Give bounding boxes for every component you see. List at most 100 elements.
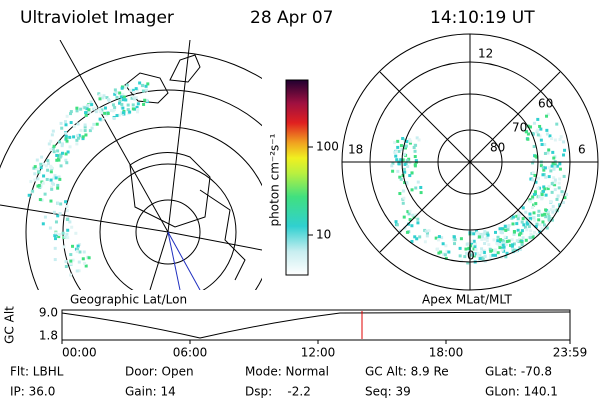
aurora-pixel <box>539 138 543 142</box>
aurora-pixel <box>545 132 549 136</box>
aurora-pixel <box>65 232 69 236</box>
aurora-pixel <box>107 99 111 103</box>
aurora-pixel <box>531 161 535 165</box>
aurora-pixel <box>444 256 448 260</box>
aurora-pixel <box>558 167 562 171</box>
aurora-pixel <box>410 188 414 192</box>
aurora-pixel <box>483 241 487 245</box>
aurora-pixel <box>119 95 123 99</box>
aurora-pixel <box>544 208 548 212</box>
aurora-pixel <box>394 154 398 158</box>
aurora-pixel <box>535 222 539 226</box>
aurora-pixel <box>46 168 50 172</box>
aurora-pixel <box>470 239 474 243</box>
aurora-pixel <box>547 218 551 222</box>
aurora-pixel <box>561 201 565 205</box>
aurora-pixel <box>403 170 407 174</box>
aurora-pixel <box>59 121 63 125</box>
aurora-pixel <box>527 225 531 229</box>
aurora-pixel <box>557 186 561 190</box>
aurora-pixel <box>558 203 562 207</box>
aurora-pixel <box>470 252 474 256</box>
aurora-pixel <box>90 103 94 107</box>
aurora-pixel <box>72 124 76 128</box>
aurora-pixel <box>394 150 398 154</box>
aurora-pixel <box>75 142 79 146</box>
aurora-pixel <box>124 98 128 102</box>
aurora-pixel <box>519 231 523 235</box>
aurora-pixel <box>485 236 489 240</box>
aurora-pixel <box>398 229 402 233</box>
aurora-pixel <box>113 105 117 109</box>
aurora-pixel <box>83 261 87 265</box>
aurora-pixel <box>534 225 538 229</box>
aurora-pixel <box>442 252 446 256</box>
aurora-pixel <box>52 176 56 180</box>
aurora-pixel <box>555 122 559 126</box>
aurora-pixel <box>60 126 64 130</box>
aurora-pixel <box>56 186 60 190</box>
aurora-pixel <box>537 195 541 199</box>
aurora-pixel <box>538 223 542 227</box>
aurora-pixel <box>405 159 409 163</box>
aurora-pixel <box>503 224 507 228</box>
aurora-pixel <box>539 164 543 168</box>
aurora-pixel <box>515 222 519 226</box>
aurora-pixel <box>33 165 37 169</box>
aurora-pixel <box>487 243 491 247</box>
aurora-pixel <box>27 193 31 197</box>
aurora-pixel <box>502 245 506 249</box>
aurora-pixel <box>550 182 554 186</box>
mlat-label: 80 <box>490 141 505 155</box>
aurora-pixel <box>405 181 409 185</box>
aurora-pixel <box>558 137 562 141</box>
aurora-pixel <box>531 131 535 135</box>
aurora-pixel <box>493 248 497 252</box>
aurora-pixel <box>77 269 81 273</box>
time: 14:10:19 UT <box>430 8 535 28</box>
aurora-pixel <box>58 140 62 144</box>
aurora-pixel <box>144 88 148 92</box>
aurora-pixel <box>555 197 559 201</box>
aurora-pixel <box>475 229 479 233</box>
aurora-pixel <box>529 177 533 181</box>
aurora-pixel <box>56 201 60 205</box>
aurora-pixel <box>521 127 525 131</box>
aurora-pixel <box>489 257 493 261</box>
aurora-pixel <box>477 258 481 262</box>
aurora-pixel <box>424 229 428 233</box>
x-tick-label: 06:00 <box>173 346 208 360</box>
aurora-pixel <box>480 250 484 254</box>
aurora-pixel <box>396 139 400 143</box>
mlt-label: 12 <box>478 47 493 61</box>
aurora-pixel <box>401 201 405 205</box>
aurora-pixel <box>88 110 92 114</box>
aurora-pixel <box>59 164 63 168</box>
y-tick-label: 1.8 <box>39 329 58 343</box>
aurora-pixel <box>94 106 98 110</box>
aurora-pixel <box>69 253 73 257</box>
aurora-pixel <box>44 164 48 168</box>
aurora-pixel <box>136 102 140 106</box>
aurora-pixel <box>407 157 411 161</box>
aurora-pixel <box>65 161 69 165</box>
aurora-pixel <box>79 135 83 139</box>
aurora-pixel <box>140 84 144 88</box>
aurora-pixel <box>417 138 421 142</box>
aurora-pixel <box>472 232 476 236</box>
aurora-pixel <box>470 253 474 257</box>
aurora-pixel <box>416 221 420 225</box>
aurora-pixel <box>78 243 82 247</box>
aurora-pixel <box>538 124 542 128</box>
aurora-pixel <box>77 133 81 137</box>
aurora-pixel <box>75 250 79 254</box>
aurora-pixel <box>396 145 400 149</box>
aurora-pixel <box>518 246 522 250</box>
y-axis-label: GC Alt <box>3 306 17 344</box>
aurora-pixel <box>440 236 444 240</box>
aurora-pixel <box>471 230 475 234</box>
polar-map: 12 18 6 0 60 70 80 <box>341 33 599 291</box>
aurora-pixel <box>49 148 53 152</box>
aurora-pixel <box>85 104 89 108</box>
aurora-pixel <box>533 230 537 234</box>
